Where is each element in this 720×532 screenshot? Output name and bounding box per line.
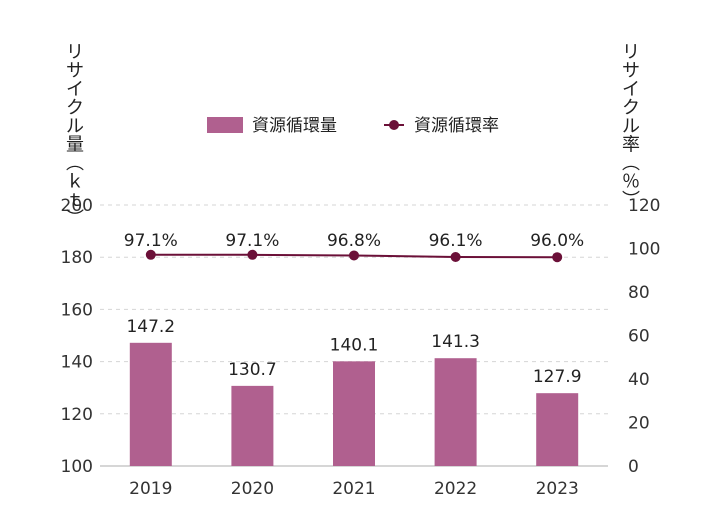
line-point: [552, 252, 563, 263]
y-left-tick-label: 180: [61, 248, 93, 268]
bar: [434, 358, 477, 466]
line-point: [145, 249, 156, 260]
line-point: [247, 249, 258, 260]
y-right-tick-label: 0: [628, 457, 639, 477]
legend-line-label: 資源循環率: [414, 116, 499, 136]
y-right-tick-label: 60: [628, 327, 650, 347]
bar: [333, 361, 375, 466]
line-data-label: 96.8%: [327, 231, 381, 251]
bar: [231, 385, 274, 466]
x-tick-label: 2022: [434, 479, 477, 499]
y-left-axis-title: リサイクル量︵ｋｔ︶: [66, 42, 84, 230]
legend-line-marker: [389, 120, 399, 130]
legend-bar-label: 資源循環量: [252, 116, 337, 136]
line-data-label: 97.1%: [225, 231, 279, 251]
bar-data-label: 147.2: [126, 317, 175, 337]
y-left-tick-label: 120: [61, 405, 93, 425]
y-left-tick-label: 160: [61, 300, 93, 320]
y-right-tick-label: 40: [628, 370, 650, 390]
y-right-tick-label: 20: [628, 414, 650, 434]
line-data-label: 97.1%: [124, 231, 178, 251]
bar-series: [129, 342, 579, 466]
legend-bar-swatch: [207, 117, 243, 133]
bar-data-label: 141.3: [431, 332, 480, 352]
line-data-label: 96.1%: [429, 231, 483, 251]
bar-data-label: 140.1: [330, 335, 379, 355]
x-tick-label: 2023: [536, 479, 579, 499]
bar-data-label: 127.9: [533, 367, 582, 387]
y-right-tick-label: 80: [628, 283, 650, 303]
data-labels: 147.2 130.7 140.1 141.3 127.9 97.1% 97.1% 96.8%…: [124, 231, 584, 387]
x-tick-label: 2020: [231, 479, 274, 499]
y-left-tick-label: 100: [61, 457, 93, 477]
x-tick-label: 2021: [332, 479, 375, 499]
y-left-tick-label: 140: [61, 353, 93, 373]
y-left-tick-label: 200: [61, 196, 93, 216]
legend: 資源循環量 資源循環率: [207, 116, 499, 136]
line-point: [450, 251, 461, 262]
line-series: [145, 249, 563, 263]
line-data-label: 96.0%: [530, 231, 584, 251]
y-right-tick-label: 100: [628, 240, 660, 260]
y-right-axis-title: リサイクル率︵％︶: [622, 42, 640, 211]
x-tick-label: 2019: [129, 479, 172, 499]
line-point: [349, 250, 359, 261]
y-right-tick-label: 120: [628, 196, 660, 216]
axes: 100 120 140 160 180 200 0 20 40 60 80 100 120 2019 202…: [61, 42, 661, 499]
bar-data-label: 130.7: [228, 360, 277, 380]
bar: [536, 393, 579, 466]
bar: [129, 342, 172, 466]
